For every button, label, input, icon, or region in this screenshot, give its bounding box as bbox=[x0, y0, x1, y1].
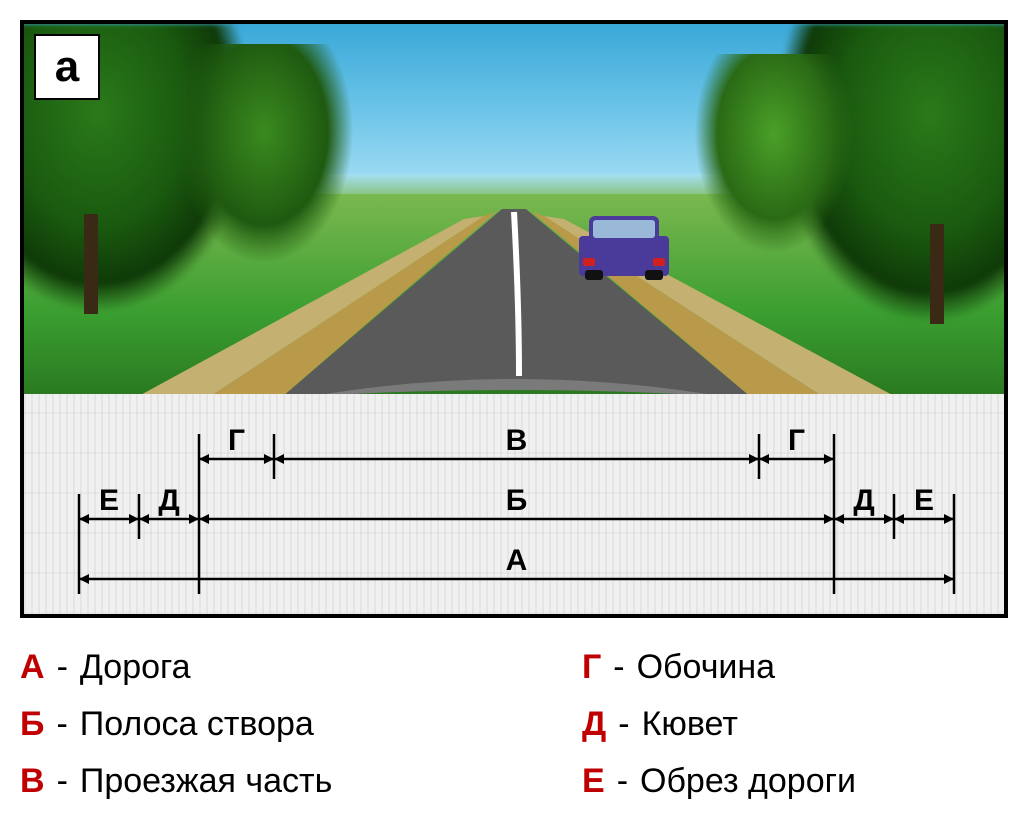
legend-letter: А bbox=[20, 648, 45, 687]
legend-item-Е: Е-Обрез дороги bbox=[582, 762, 1004, 801]
legend-letter: Б bbox=[20, 705, 44, 744]
dim-label-Д: Д bbox=[853, 484, 874, 518]
legend-dash: - bbox=[613, 648, 624, 687]
legend-text: Обрез дороги bbox=[640, 762, 856, 801]
legend-text: Дорога bbox=[80, 648, 191, 687]
legend-item-А: А-Дорога bbox=[20, 648, 442, 687]
legend-dash: - bbox=[56, 705, 67, 744]
legend-dash: - bbox=[618, 705, 629, 744]
legend-letter: В bbox=[20, 762, 45, 801]
road-diagram-frame: а АБВ Г Г Д Д Е Е bbox=[20, 20, 1008, 618]
legend-text: Обочина bbox=[637, 648, 775, 687]
dim-label-Г: Г bbox=[228, 424, 245, 458]
legend-item-В: В-Проезжая часть bbox=[20, 762, 442, 801]
legend-item-Г: Г-Обочина bbox=[582, 648, 1004, 687]
dim-label-В: В bbox=[506, 424, 528, 458]
legend-letter: Е bbox=[582, 762, 605, 801]
legend-text: Кювет bbox=[642, 705, 738, 744]
legend-letter: Г bbox=[582, 648, 601, 687]
legend-text: Проезжая часть bbox=[80, 762, 332, 801]
legend-dash: - bbox=[57, 648, 68, 687]
dim-label-Д: Д bbox=[158, 484, 179, 518]
legend-dash: - bbox=[57, 762, 68, 801]
cross-section-panel: АБВ Г Г Д Д Е Е bbox=[24, 394, 1004, 614]
legend-dash: - bbox=[617, 762, 628, 801]
dim-label-Е: Е bbox=[914, 484, 934, 518]
dim-label-Б: Б bbox=[506, 484, 528, 518]
legend-item-Б: Б-Полоса створа bbox=[20, 705, 442, 744]
dim-label-А: А bbox=[506, 544, 528, 578]
panel-label: а bbox=[34, 34, 100, 100]
dim-label-Е: Е bbox=[99, 484, 119, 518]
legend-text: Полоса створа bbox=[80, 705, 314, 744]
legend-item-Д: Д-Кювет bbox=[582, 705, 1004, 744]
legend: А-ДорогаГ-ОбочинаБ-Полоса створаД-КюветВ… bbox=[20, 648, 1004, 801]
legend-letter: Д bbox=[582, 705, 606, 744]
dim-label-Г: Г bbox=[788, 424, 805, 458]
